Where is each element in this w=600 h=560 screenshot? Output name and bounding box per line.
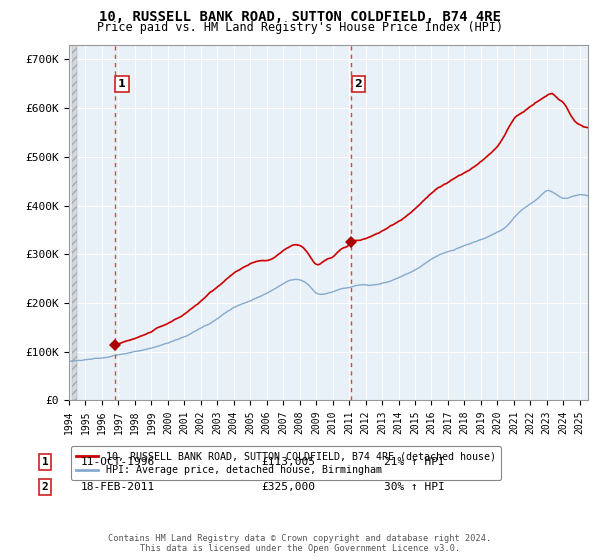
Text: £113,005: £113,005 <box>261 457 315 467</box>
Text: 2: 2 <box>355 79 362 89</box>
Text: 10, RUSSELL BANK ROAD, SUTTON COLDFIELD, B74 4RE: 10, RUSSELL BANK ROAD, SUTTON COLDFIELD,… <box>99 10 501 24</box>
Legend: 10, RUSSELL BANK ROAD, SUTTON COLDFIELD, B74 4RE (detached house), HPI: Average : 10, RUSSELL BANK ROAD, SUTTON COLDFIELD,… <box>71 446 502 480</box>
Text: 2: 2 <box>41 482 49 492</box>
Text: 1: 1 <box>118 79 126 89</box>
Text: 21% ↑ HPI: 21% ↑ HPI <box>384 457 445 467</box>
Text: £325,000: £325,000 <box>261 482 315 492</box>
Text: 18-FEB-2011: 18-FEB-2011 <box>81 482 155 492</box>
Text: 30% ↑ HPI: 30% ↑ HPI <box>384 482 445 492</box>
Bar <box>72 45 77 400</box>
Text: 11-OCT-1996: 11-OCT-1996 <box>81 457 155 467</box>
Text: Contains HM Land Registry data © Crown copyright and database right 2024.
This d: Contains HM Land Registry data © Crown c… <box>109 534 491 553</box>
Text: 1: 1 <box>41 457 49 467</box>
Text: Price paid vs. HM Land Registry's House Price Index (HPI): Price paid vs. HM Land Registry's House … <box>97 21 503 34</box>
